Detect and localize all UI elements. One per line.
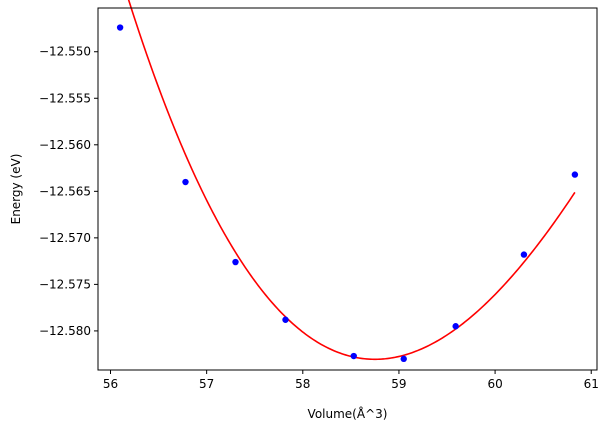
y-tick-label: −12.560 xyxy=(39,138,91,152)
y-tick-label: −12.550 xyxy=(39,45,91,59)
data-point xyxy=(232,258,239,266)
data-point xyxy=(182,178,189,186)
x-tick-label: 59 xyxy=(391,377,406,391)
data-point xyxy=(116,24,124,31)
data-point xyxy=(520,251,528,258)
data-point xyxy=(571,171,579,178)
y-tick-label: −12.555 xyxy=(39,91,91,105)
plot-area xyxy=(116,0,579,363)
y-tick-label: −12.570 xyxy=(39,231,91,245)
x-tick-label: 57 xyxy=(199,377,214,391)
x-tick-label: 58 xyxy=(295,377,310,391)
x-axis-ticks: 56 57 58 59 60 61 xyxy=(103,370,599,391)
plot-frame xyxy=(97,7,598,371)
x-tick-label: 60 xyxy=(487,377,502,391)
data-point xyxy=(350,352,357,360)
x-tick-label: 56 xyxy=(103,377,118,391)
data-points xyxy=(116,24,579,363)
x-tick-label: 61 xyxy=(584,377,599,391)
fit-curve xyxy=(127,0,576,361)
x-axis-label: Volume(Å^3) xyxy=(308,406,388,421)
data-point xyxy=(452,323,459,330)
data-point xyxy=(282,316,289,323)
y-axis-label: Energy (eV) xyxy=(9,154,23,225)
data-point xyxy=(400,355,407,363)
y-axis-ticks: −12.550 −12.555 −12.560 −12.565 −12.570 −12.5… xyxy=(39,45,98,338)
y-tick-label: −12.575 xyxy=(39,277,91,291)
y-tick-label: −12.580 xyxy=(39,324,91,338)
y-tick-label: −12.565 xyxy=(39,184,91,198)
